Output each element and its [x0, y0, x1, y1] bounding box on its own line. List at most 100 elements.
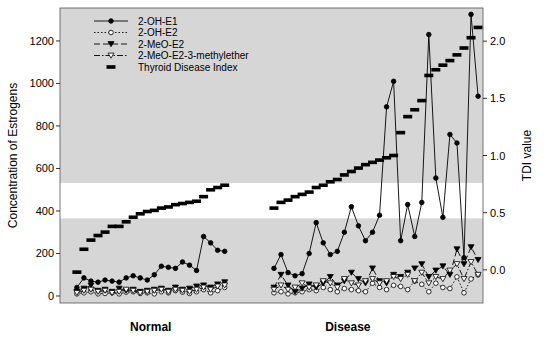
data-point [405, 272, 411, 277]
data-point [384, 279, 390, 284]
data-point [427, 289, 432, 294]
data-point [462, 290, 467, 295]
data-point [328, 287, 333, 292]
data-point [220, 183, 229, 187]
data-point [349, 287, 354, 292]
data-point [427, 32, 432, 37]
data-point [419, 270, 425, 275]
legend-label: 2-MeO-E2 [138, 39, 185, 50]
data-point [278, 272, 284, 277]
data-point [475, 272, 481, 277]
data-point [101, 230, 110, 234]
data-point [215, 284, 221, 289]
data-point [74, 290, 80, 295]
data-point [152, 272, 157, 277]
plot-background [60, 8, 483, 303]
y-tick-label: 1000 [30, 77, 54, 89]
data-point [271, 287, 277, 292]
data-point [131, 273, 136, 278]
data-point [412, 234, 417, 239]
data-point [454, 262, 460, 267]
data-point [355, 277, 361, 282]
data-point [215, 248, 220, 253]
y2-tick-label: 0.5 [490, 207, 505, 219]
data-point [412, 279, 418, 284]
data-point [180, 260, 185, 265]
data-point [123, 287, 129, 292]
data-point [95, 289, 101, 294]
data-point [412, 279, 417, 284]
data-point [384, 287, 389, 292]
data-point [467, 36, 476, 40]
x-tick-label: Disease [325, 320, 371, 334]
data-point [199, 195, 208, 199]
data-point [369, 266, 375, 271]
y-tick-label: 400 [36, 205, 54, 217]
data-point [412, 266, 418, 271]
data-point [333, 178, 342, 182]
y-tick-label: 200 [36, 247, 54, 259]
data-point [440, 277, 446, 282]
y2-tick-label: 2.0 [490, 35, 505, 47]
data-point [347, 170, 356, 174]
data-point [384, 105, 389, 110]
data-point [138, 291, 143, 296]
data-point [269, 206, 278, 210]
data-point [476, 94, 481, 99]
data-point [222, 283, 228, 288]
data-point [130, 288, 136, 293]
data-point [447, 268, 453, 273]
data-point [137, 290, 143, 295]
data-point [355, 283, 361, 288]
y2-axis-title: TDI value [520, 130, 534, 182]
data-point [335, 249, 340, 254]
data-point [461, 262, 467, 267]
data-point [116, 289, 122, 294]
data-point [86, 238, 95, 242]
data-point [363, 238, 368, 243]
data-point [88, 287, 94, 292]
data-point [441, 215, 446, 220]
data-point [313, 283, 319, 288]
data-point [194, 268, 199, 273]
data-point [334, 285, 340, 290]
legend-marker [107, 65, 116, 69]
y-tick [56, 40, 60, 41]
data-point [419, 262, 425, 267]
data-point [424, 74, 433, 78]
data-point [391, 283, 396, 288]
y2-tick-label: 0.0 [490, 264, 505, 276]
data-point [448, 132, 453, 137]
data-point [398, 284, 403, 289]
data-point [145, 278, 150, 283]
data-point [165, 289, 171, 294]
data-point [468, 245, 474, 250]
data-point [300, 271, 305, 276]
y2-tick-label: 1.0 [490, 150, 505, 162]
series-line [77, 262, 478, 293]
data-point [327, 274, 333, 279]
data-point [349, 204, 354, 209]
data-point [117, 280, 122, 285]
data-point [278, 283, 284, 288]
y-tick [56, 125, 60, 126]
data-point [124, 276, 129, 281]
data-point [166, 265, 171, 270]
data-point [363, 289, 368, 294]
data-point [286, 270, 291, 275]
data-point [144, 289, 150, 294]
data-point [319, 183, 328, 187]
data-point [201, 285, 207, 290]
data-point [341, 277, 347, 282]
data-point [398, 238, 403, 243]
data-point [391, 274, 397, 279]
data-point [279, 289, 284, 294]
series-line [77, 14, 478, 287]
data-point [469, 12, 474, 17]
data-point [455, 275, 460, 280]
data-point [307, 251, 312, 256]
data-point [314, 220, 319, 225]
plot-frame [60, 8, 483, 303]
data-point [208, 241, 213, 246]
y2-tick [483, 155, 487, 156]
